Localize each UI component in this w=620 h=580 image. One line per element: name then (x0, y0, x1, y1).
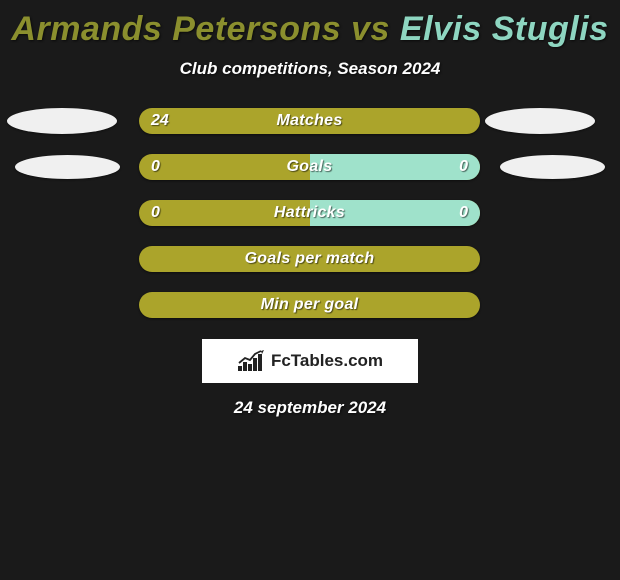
player2-name: Elvis Stuglis (400, 10, 609, 48)
stat-row-matches: 24 Matches (0, 97, 620, 143)
stat-bar: 24 Matches (139, 108, 480, 134)
ellipse-left (7, 108, 117, 134)
stat-value-right: 0 (459, 200, 468, 226)
stat-row-goals: 0 Goals 0 (0, 143, 620, 189)
stats-container: 24 Matches 0 Goals 0 0 Hattricks 0 Goals… (0, 97, 620, 327)
ellipse-right (500, 155, 605, 179)
stat-bar: Goals per match (139, 246, 480, 272)
stat-row-goals-per-match: Goals per match (0, 235, 620, 281)
stat-label: Matches (139, 108, 480, 134)
stat-label: Goals (139, 154, 480, 180)
stat-row-min-per-goal: Min per goal (0, 281, 620, 327)
subtitle: Club competitions, Season 2024 (0, 59, 620, 79)
stat-value-right: 0 (459, 154, 468, 180)
stat-bar: Min per goal (139, 292, 480, 318)
ellipse-left (15, 155, 120, 179)
ellipse-right (485, 108, 595, 134)
player1-name: Armands Petersons (11, 10, 341, 48)
stat-row-hattricks: 0 Hattricks 0 (0, 189, 620, 235)
logo-box: FcTables.com (202, 339, 418, 383)
stat-bar: 0 Goals 0 (139, 154, 480, 180)
logo-text: FcTables.com (271, 351, 383, 371)
stat-label: Min per goal (139, 292, 480, 318)
title-vs: vs (351, 10, 390, 48)
stat-label: Hattricks (139, 200, 480, 226)
comparison-title: Armands Petersons vs Elvis Stuglis (0, 0, 620, 49)
stat-bar: 0 Hattricks 0 (139, 200, 480, 226)
stat-label: Goals per match (139, 246, 480, 272)
bars-icon (237, 349, 267, 373)
date-text: 24 september 2024 (0, 398, 620, 418)
